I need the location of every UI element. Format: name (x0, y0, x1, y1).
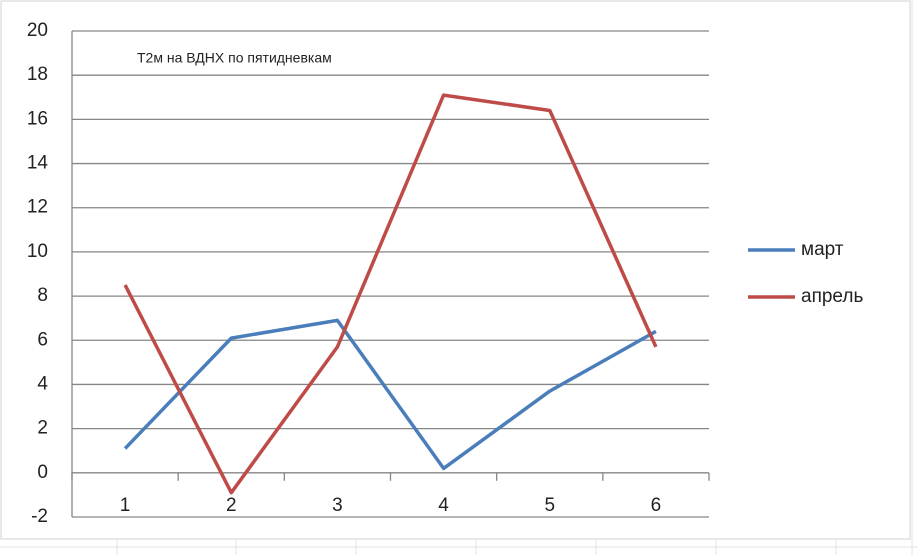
y-tick-label: 8 (37, 285, 48, 306)
y-tick-label: -2 (31, 506, 48, 527)
x-tick-label: 6 (651, 495, 662, 516)
legend-label: март (801, 239, 844, 260)
y-tick-label: 2 (37, 418, 48, 439)
x-tick-label: 5 (544, 495, 555, 516)
y-tick-label: 4 (37, 373, 48, 394)
x-tick-label: 2 (226, 495, 237, 516)
chart-title: T2м на ВДНХ по пятидневкам (137, 50, 332, 66)
chart-border (0, 0, 911, 540)
y-tick-label: 10 (27, 241, 48, 262)
legend-label: апрель (801, 286, 863, 307)
y-tick-label: 12 (27, 197, 48, 218)
y-tick-label: 14 (27, 153, 49, 174)
y-tick-label: 6 (37, 329, 48, 350)
x-tick-label: 3 (332, 495, 343, 516)
x-tick-label: 1 (120, 495, 131, 516)
series-line (123, 93, 658, 495)
y-tick-label: 20 (27, 20, 48, 41)
series-line (123, 318, 657, 471)
y-tick-label: 0 (37, 462, 48, 483)
x-tick-label: 4 (438, 495, 449, 516)
y-tick-label: 18 (27, 64, 48, 85)
y-tick-label: 16 (27, 108, 48, 129)
